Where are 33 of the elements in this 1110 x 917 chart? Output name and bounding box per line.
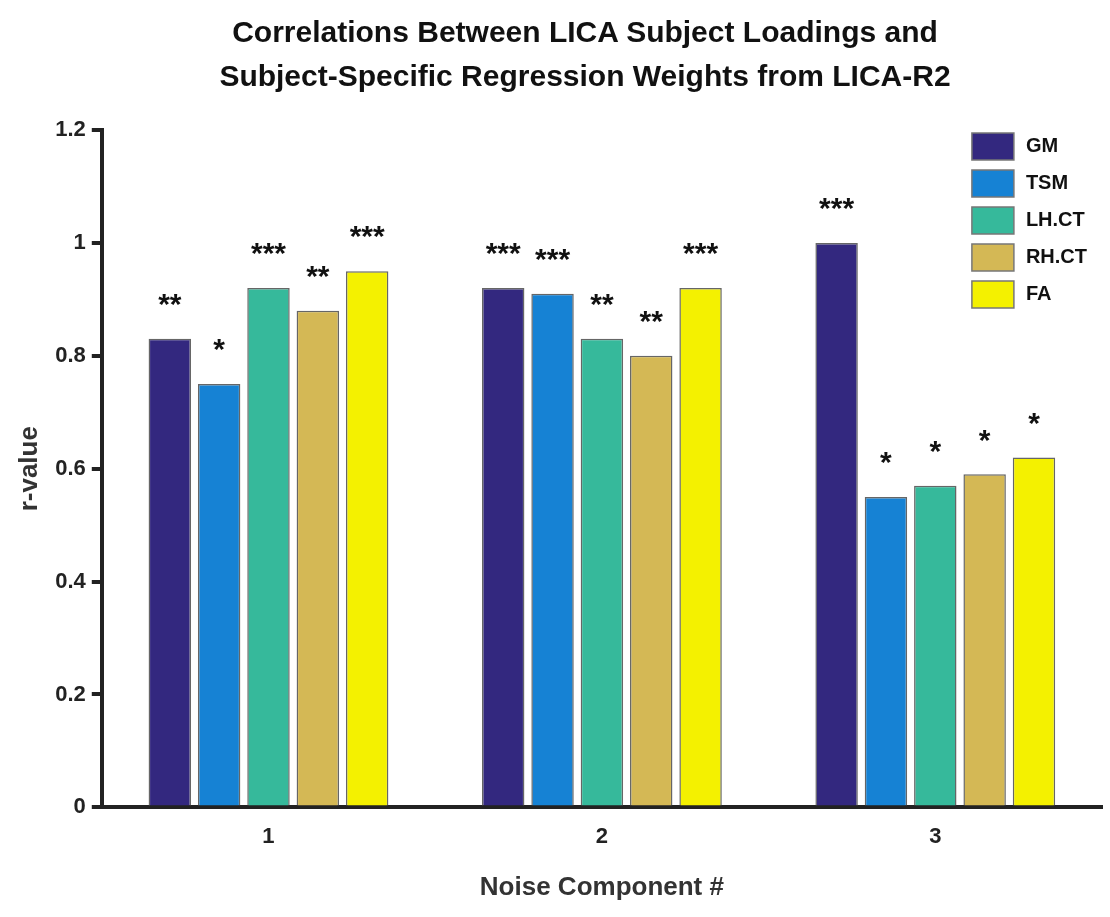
data-label: ***	[349, 219, 386, 253]
y-tick-label: 0.2	[55, 680, 86, 706]
y-tick-label: 0.6	[55, 454, 86, 480]
data-label: **	[158, 287, 182, 321]
data-label: *	[880, 445, 893, 479]
data-label: *	[929, 433, 942, 467]
data-label: **	[306, 258, 330, 292]
data-label: ***	[250, 236, 287, 270]
data-label: **	[639, 304, 664, 338]
data-label: ***	[535, 241, 571, 275]
y-tick-label: 0.4	[55, 567, 87, 593]
data-label: *	[978, 422, 991, 456]
x-tick-label: 2	[595, 822, 609, 848]
x-tick-label: 3	[929, 822, 942, 848]
data-label: *	[1028, 405, 1041, 439]
legend-label: LH.CT	[1025, 208, 1085, 231]
legend-label: RH.CT	[1025, 245, 1088, 268]
y-tick-label: 0	[73, 793, 86, 819]
data-label: ***	[819, 191, 855, 225]
y-tick-label: 1.2	[55, 116, 86, 142]
data-label: ***	[485, 236, 522, 270]
legend-label: TSM	[1025, 171, 1069, 194]
data-label: ***	[683, 236, 719, 270]
y-tick-label: 0.8	[55, 341, 86, 367]
y-tick-label: 1	[73, 228, 86, 254]
x-axis-title: Noise Component #	[479, 870, 725, 901]
legend-label: GM	[1025, 134, 1059, 157]
data-label: *	[213, 332, 226, 366]
chart-title: Correlations Between LICA Subject Loadings and Subject-Specific Regression Weights from LICA-R2	[218, 14, 952, 94]
x-tick-label: 1	[262, 822, 275, 848]
data-label: **	[590, 287, 614, 321]
legend-label: FA	[1025, 282, 1052, 305]
y-axis-title: r-value	[12, 426, 43, 512]
